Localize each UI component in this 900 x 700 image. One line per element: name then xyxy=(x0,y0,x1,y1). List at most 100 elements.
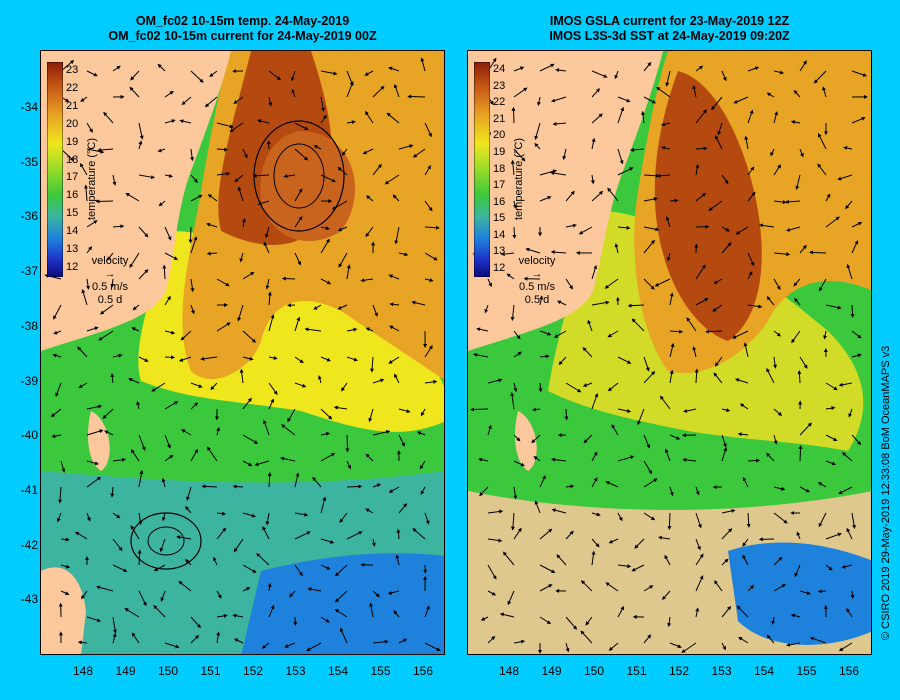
current-arrow xyxy=(190,634,200,644)
current-arrow xyxy=(643,239,655,254)
current-arrow xyxy=(110,373,115,384)
y-tick-label: -35 xyxy=(20,154,38,169)
current-arrow xyxy=(617,564,632,569)
current-arrow xyxy=(268,382,278,396)
current-arrow xyxy=(631,564,645,572)
current-arrow xyxy=(346,120,356,125)
current-arrow xyxy=(304,327,322,332)
current-arrow xyxy=(190,174,198,183)
current-arrow xyxy=(317,375,322,384)
current-arrow xyxy=(643,278,655,290)
colorbar-tick-label: 17 xyxy=(493,179,506,192)
current-arrow xyxy=(825,406,836,411)
current-arrow xyxy=(320,174,336,183)
left-map xyxy=(40,50,445,655)
current-arrow xyxy=(617,225,631,230)
current-arrow xyxy=(186,486,192,501)
current-arrow xyxy=(578,226,593,235)
right-panel-title: IMOS GSLA current for 23-May-2019 12Z IM… xyxy=(467,14,872,44)
current-arrow xyxy=(164,90,174,98)
y-tick-label: -43 xyxy=(20,592,38,607)
current-arrow xyxy=(294,316,301,332)
colorbar-tick-label: 15 xyxy=(493,212,506,225)
current-arrow xyxy=(306,642,322,652)
current-arrow xyxy=(551,96,567,103)
current-arrow xyxy=(531,434,541,444)
current-arrow xyxy=(210,382,218,391)
current-arrow xyxy=(539,330,552,336)
current-arrow xyxy=(843,146,853,150)
left-colorbar-title: temperature (°C) xyxy=(86,137,98,220)
current-arrow xyxy=(510,512,515,531)
current-arrow xyxy=(112,616,117,634)
current-arrow xyxy=(487,378,503,384)
current-arrow xyxy=(669,642,682,649)
current-arrow xyxy=(334,564,348,577)
current-arrow xyxy=(216,322,231,332)
left-panel-title: OM_fc02 10-15m temp. 24-May-2019 OM_fc02… xyxy=(40,14,445,44)
current-arrow xyxy=(313,145,322,150)
current-arrow xyxy=(733,96,749,104)
current-arrow xyxy=(513,87,528,98)
current-arrow xyxy=(341,382,348,392)
current-arrow xyxy=(637,408,645,426)
current-arrow xyxy=(525,247,541,254)
current-arrow xyxy=(110,278,115,289)
current-arrow xyxy=(799,356,808,369)
current-arrow xyxy=(681,642,697,653)
current-arrow xyxy=(262,526,270,540)
current-arrow xyxy=(112,632,117,644)
current-arrow xyxy=(773,330,782,337)
current-arrow xyxy=(510,392,515,410)
current-arrow xyxy=(130,449,140,462)
current-arrow xyxy=(479,486,489,497)
current-arrow xyxy=(708,200,723,211)
current-arrow xyxy=(721,242,732,254)
current-arrow xyxy=(164,295,171,306)
current-arrow xyxy=(424,225,440,230)
current-arrow xyxy=(268,356,278,360)
current-arrow xyxy=(533,456,541,462)
current-arrow xyxy=(234,174,244,183)
current-arrow xyxy=(58,486,63,504)
velocity-label: velocity xyxy=(518,255,556,267)
current-arrow xyxy=(553,330,567,338)
current-arrow xyxy=(705,329,723,334)
current-arrow xyxy=(164,642,180,649)
current-arrow xyxy=(137,549,142,566)
current-arrow xyxy=(112,224,125,229)
colorbar-tick-label: 13 xyxy=(493,245,506,258)
current-arrow xyxy=(388,356,400,364)
current-arrow xyxy=(500,252,515,257)
current-arrow xyxy=(634,538,645,549)
current-arrow xyxy=(398,252,409,257)
current-arrow xyxy=(242,564,257,573)
cold-eddy-inner xyxy=(147,526,185,556)
current-arrow xyxy=(556,554,567,566)
current-arrow xyxy=(666,252,671,262)
current-arrow xyxy=(617,408,632,413)
current-arrow xyxy=(151,382,166,392)
current-arrow xyxy=(107,252,114,261)
current-arrow xyxy=(229,122,244,133)
right-title-line2: IMOS L3S-3d SST at 24-May-2019 09:20Z xyxy=(549,29,790,43)
left-map-svg xyxy=(41,51,444,654)
x-tick-label: 156 xyxy=(838,664,860,678)
current-arrow xyxy=(607,330,619,338)
current-arrow xyxy=(416,431,426,436)
velocity-label: velocity xyxy=(91,255,129,267)
current-arrow xyxy=(346,356,359,362)
current-arrow xyxy=(346,80,354,98)
current-arrow xyxy=(817,163,827,176)
current-arrow xyxy=(513,460,525,467)
current-arrow xyxy=(591,70,608,78)
current-arrow xyxy=(60,460,66,473)
current-arrow xyxy=(686,317,697,332)
colorbar-tick-label: 22 xyxy=(66,81,79,94)
current-arrow xyxy=(411,300,426,306)
current-arrow xyxy=(337,166,348,176)
right-colorbar-svg xyxy=(473,61,491,278)
current-arrow xyxy=(233,538,244,553)
current-arrow xyxy=(294,531,311,540)
current-arrow xyxy=(742,538,749,547)
